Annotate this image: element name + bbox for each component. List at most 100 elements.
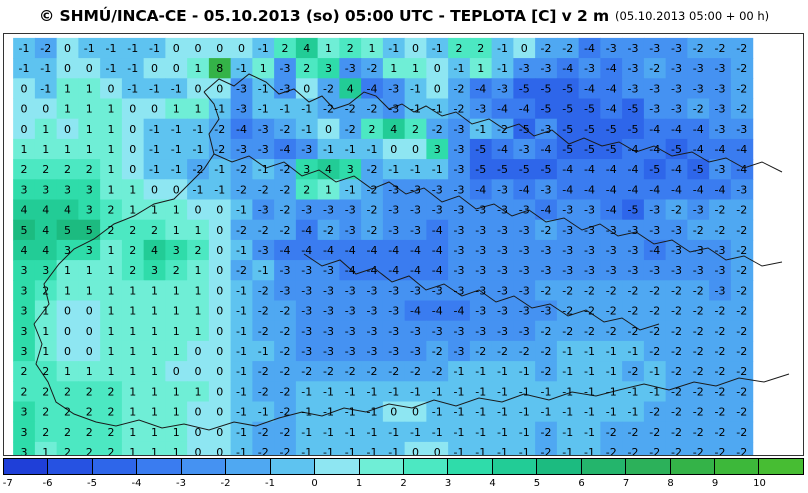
temperature-cell	[165, 280, 188, 302]
temperature-cell	[317, 401, 340, 423]
temperature-cell	[687, 381, 710, 403]
temperature-cell	[513, 98, 536, 120]
temperature-value: -1	[432, 385, 443, 398]
temperature-value: -5	[562, 103, 573, 116]
temperature-value: -1	[454, 365, 465, 378]
temperature-value: -3	[497, 204, 508, 217]
temperature-value: 0	[434, 62, 441, 75]
temperature-value: -2	[715, 345, 726, 358]
temperature-cell	[382, 138, 406, 160]
temperature-cell	[230, 78, 253, 100]
temperature-value: -2	[280, 123, 291, 136]
temperature-cell	[56, 159, 79, 180]
temperature-cell	[187, 98, 210, 120]
temperature-value: -3	[301, 264, 312, 277]
temperature-cell	[556, 361, 580, 382]
temperature-cell	[687, 118, 710, 140]
temperature-cell	[13, 340, 36, 362]
temperature-cell	[730, 78, 754, 100]
temperature-cell	[622, 179, 645, 201]
temperature-value: -3	[454, 204, 465, 217]
temperature-value: -3	[584, 62, 595, 75]
temperature-value: -2	[280, 325, 291, 338]
temperature-cell	[317, 138, 340, 160]
temperature-cell	[404, 159, 427, 180]
temperature-cell	[34, 199, 58, 221]
temperature-cell	[556, 159, 580, 180]
temperature-cell	[208, 401, 232, 423]
temperature-value: -1	[345, 446, 356, 456]
temperature-value: -2	[236, 183, 247, 196]
temperature-cell	[295, 179, 319, 201]
temperature-value: -5	[628, 103, 639, 116]
temperature-cell	[339, 219, 362, 241]
temperature-value: -3	[497, 264, 508, 277]
temperature-value: -1	[541, 406, 552, 419]
temperature-value: 1	[108, 123, 115, 136]
temperature-cell	[13, 159, 36, 180]
temperature-value: 0	[434, 82, 441, 95]
temperature-cell	[469, 138, 493, 160]
temperature-cell	[252, 118, 275, 140]
temperature-value: 4	[42, 244, 49, 257]
temperature-cell	[426, 179, 449, 201]
temperature-cell	[622, 37, 645, 59]
temperature-value-grid: -1 -2 0 -1 -1 -1 -1 0 0 0 0 -1 2 4 1 2 1 -1 0 -1 2 2 -1 0 -2 -2 -4…	[19, 42, 748, 456]
temperature-cell	[404, 58, 427, 79]
temperature-value: -3	[454, 325, 465, 338]
temperature-value: -2	[693, 305, 704, 318]
temperature-value: -1	[193, 183, 204, 196]
temperature-value: -4	[432, 224, 443, 237]
temperature-cell	[535, 280, 558, 302]
temperature-value: -2	[432, 123, 443, 136]
legend-label: -1	[264, 478, 275, 489]
temperature-cell	[274, 159, 297, 180]
temperature-cell	[165, 138, 188, 160]
temperature-value: -1	[323, 143, 334, 156]
temperature-cell	[13, 381, 36, 403]
temperature-value: -3	[454, 143, 465, 156]
temperature-cell	[556, 78, 580, 100]
temperature-cell	[491, 138, 514, 160]
temperature-value: -4	[671, 123, 682, 136]
temperature-value: 0	[195, 42, 202, 55]
temperature-cell	[208, 280, 232, 302]
temperature-cell	[13, 179, 36, 201]
temperature-value: 2	[86, 446, 93, 456]
temperature-value: -3	[475, 103, 486, 116]
temperature-value: -4	[497, 143, 508, 156]
temperature-cell	[143, 159, 166, 180]
temperature-value: -2	[258, 385, 269, 398]
temperature-value: -2	[280, 446, 291, 456]
temperature-value: -3	[497, 244, 508, 257]
temperature-value: -2	[497, 123, 508, 136]
temperature-value: 1	[86, 284, 93, 297]
temperature-value: 3	[434, 143, 441, 156]
temperature-value: -3	[562, 224, 573, 237]
temperature-value: 3	[151, 264, 158, 277]
temperature-value: -2	[606, 284, 617, 297]
temperature-value: 0	[195, 82, 202, 95]
temperature-cell	[709, 98, 732, 120]
temperature-value: -3	[258, 204, 269, 217]
temperature-value: -2	[649, 62, 660, 75]
legend-swatch	[759, 459, 803, 474]
temperature-cell	[78, 340, 101, 362]
temperature-cell	[448, 37, 471, 59]
temperature-value: -2	[541, 446, 552, 456]
temperature-cell	[252, 361, 275, 382]
temperature-cell	[361, 138, 384, 160]
temperature-value: 5	[64, 224, 71, 237]
temperature-value: 0	[21, 123, 28, 136]
temperature-cell	[208, 320, 232, 342]
temperature-cell	[121, 421, 145, 443]
temperature-value: 1	[325, 183, 332, 196]
temperature-value: -2	[649, 406, 660, 419]
temperature-value: -1	[258, 42, 269, 55]
temperature-cell	[165, 37, 188, 59]
temperature-cell	[448, 320, 471, 342]
temperature-cell	[143, 421, 166, 443]
temperature-cell	[382, 300, 406, 322]
temperature-cell	[361, 401, 384, 423]
temperature-value: 0	[195, 446, 202, 456]
